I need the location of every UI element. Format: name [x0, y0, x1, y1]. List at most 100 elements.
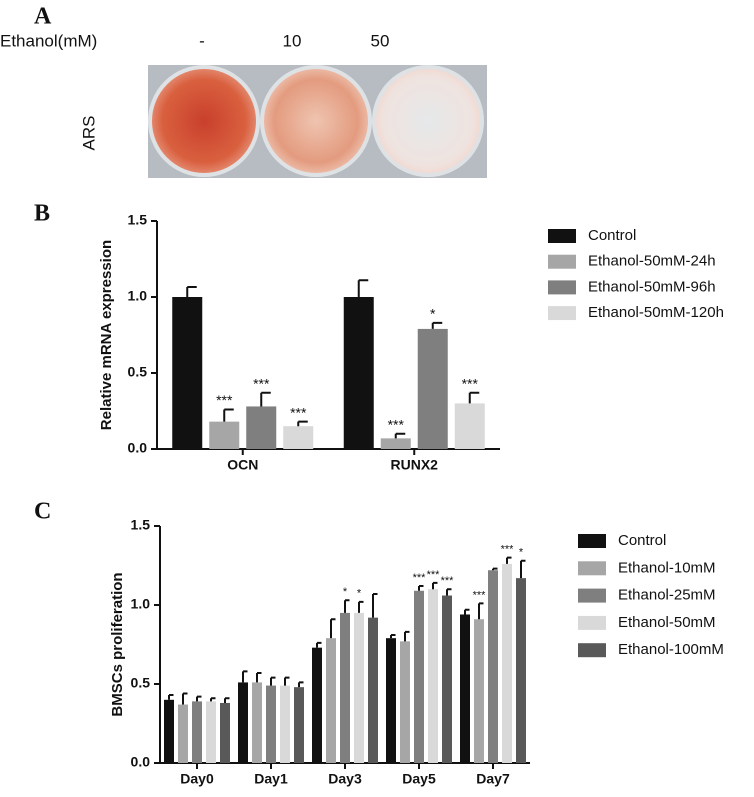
- bar: [380, 438, 411, 449]
- error-bar: [242, 670, 248, 683]
- error-bar: [270, 676, 276, 686]
- legend-label: Ethanol-50mM-96h: [588, 278, 716, 295]
- error-bar: [182, 692, 188, 705]
- error-bar: [468, 391, 480, 404]
- error-bar: [478, 602, 484, 620]
- x-tick-label: OCN: [227, 457, 258, 473]
- error-bar: [344, 599, 350, 613]
- error-bar: [390, 634, 396, 639]
- error-bar: [464, 608, 470, 615]
- x-tick-label: Day0: [180, 771, 214, 787]
- panel-label: C: [34, 499, 51, 525]
- legend-swatch: [578, 643, 606, 658]
- error-bar: [520, 559, 526, 579]
- bar: [238, 682, 248, 763]
- significance: ***: [290, 404, 307, 420]
- error-bar: [418, 585, 424, 591]
- y-tick-label: 0.5: [131, 675, 151, 691]
- significance: ***: [473, 589, 487, 601]
- stain-label: ARS: [79, 116, 98, 151]
- bar: [266, 685, 276, 763]
- legend-label: Control: [588, 227, 636, 244]
- error-bar: [223, 408, 234, 422]
- significance: ***: [388, 417, 405, 433]
- legend-label: Ethanol-50mM-24h: [588, 253, 716, 270]
- error-bar: [284, 676, 290, 686]
- legend-swatch: [578, 588, 606, 603]
- bar: [368, 617, 378, 763]
- x-tick-label: Day5: [402, 771, 436, 787]
- significance: ***: [427, 569, 441, 581]
- bar: [206, 701, 216, 763]
- error-bar: [316, 641, 322, 648]
- significance: ***: [501, 544, 515, 556]
- legend-swatch: [548, 280, 576, 295]
- bar: [294, 687, 304, 763]
- bar: [354, 612, 364, 763]
- error-bar: [224, 697, 230, 703]
- bar: [312, 647, 322, 763]
- panel-label: A: [34, 4, 52, 30]
- x-tick-label: Day3: [328, 771, 362, 787]
- error-bar: [492, 567, 498, 571]
- well: [260, 65, 372, 177]
- column-label: 10: [283, 31, 302, 50]
- bar: [192, 701, 202, 763]
- y-tick-label: 1.5: [131, 517, 151, 533]
- error-bar: [196, 695, 202, 702]
- bar: [178, 704, 188, 763]
- significance: *: [430, 306, 436, 322]
- bar: [246, 406, 277, 449]
- bar: [516, 578, 526, 763]
- bar: [474, 619, 484, 763]
- bar: [428, 589, 438, 763]
- bar: [454, 403, 485, 449]
- bar: [283, 426, 314, 449]
- well: [148, 65, 260, 177]
- error-bar: [372, 592, 378, 618]
- y-tick-label: 1.0: [128, 288, 148, 304]
- bar: [417, 328, 448, 449]
- y-tick-label: 0.5: [128, 364, 148, 380]
- legend-swatch: [578, 534, 606, 548]
- error-bar: [446, 588, 452, 596]
- bar: [209, 421, 240, 449]
- bar: [280, 685, 290, 763]
- legend-swatch: [578, 561, 606, 576]
- column-label: 50: [371, 31, 390, 50]
- y-tick-label: 1.5: [128, 212, 148, 228]
- error-bar: [210, 697, 216, 702]
- bar: [386, 638, 396, 763]
- bar: [340, 612, 350, 763]
- error-bar: [260, 391, 271, 407]
- legend-label: Control: [618, 532, 666, 549]
- error-bar: [256, 671, 262, 683]
- significance: ***: [253, 375, 270, 391]
- significance: ***: [413, 572, 427, 584]
- x-tick-label: Day1: [254, 771, 288, 787]
- error-bar: [506, 556, 512, 564]
- y-tick-label: 1.0: [131, 596, 151, 612]
- error-bar: [298, 681, 304, 688]
- bar: [220, 702, 230, 763]
- legend-label: Ethanol-10mM: [618, 559, 716, 576]
- legend-label: Ethanol-50mM: [618, 614, 716, 631]
- well: [372, 65, 484, 177]
- legend-swatch: [578, 615, 606, 630]
- bar: [442, 595, 452, 763]
- significance: ***: [216, 392, 233, 408]
- error-bar: [404, 630, 410, 642]
- legend-swatch: [548, 229, 576, 243]
- y-axis-label: BMSCs proliferation: [109, 572, 126, 716]
- x-tick-label: RUNX2: [391, 457, 439, 473]
- legend-label: Ethanol-25mM: [618, 587, 716, 604]
- error-bar: [330, 618, 336, 639]
- bar: [400, 641, 410, 763]
- significance: *: [357, 588, 362, 600]
- error-bar: [431, 321, 443, 329]
- legend-label: Ethanol-100mM: [618, 641, 724, 658]
- row-label: Ethanol(mM): [0, 31, 97, 50]
- panel-label: B: [34, 201, 50, 227]
- x-tick-label: Day7: [476, 771, 510, 787]
